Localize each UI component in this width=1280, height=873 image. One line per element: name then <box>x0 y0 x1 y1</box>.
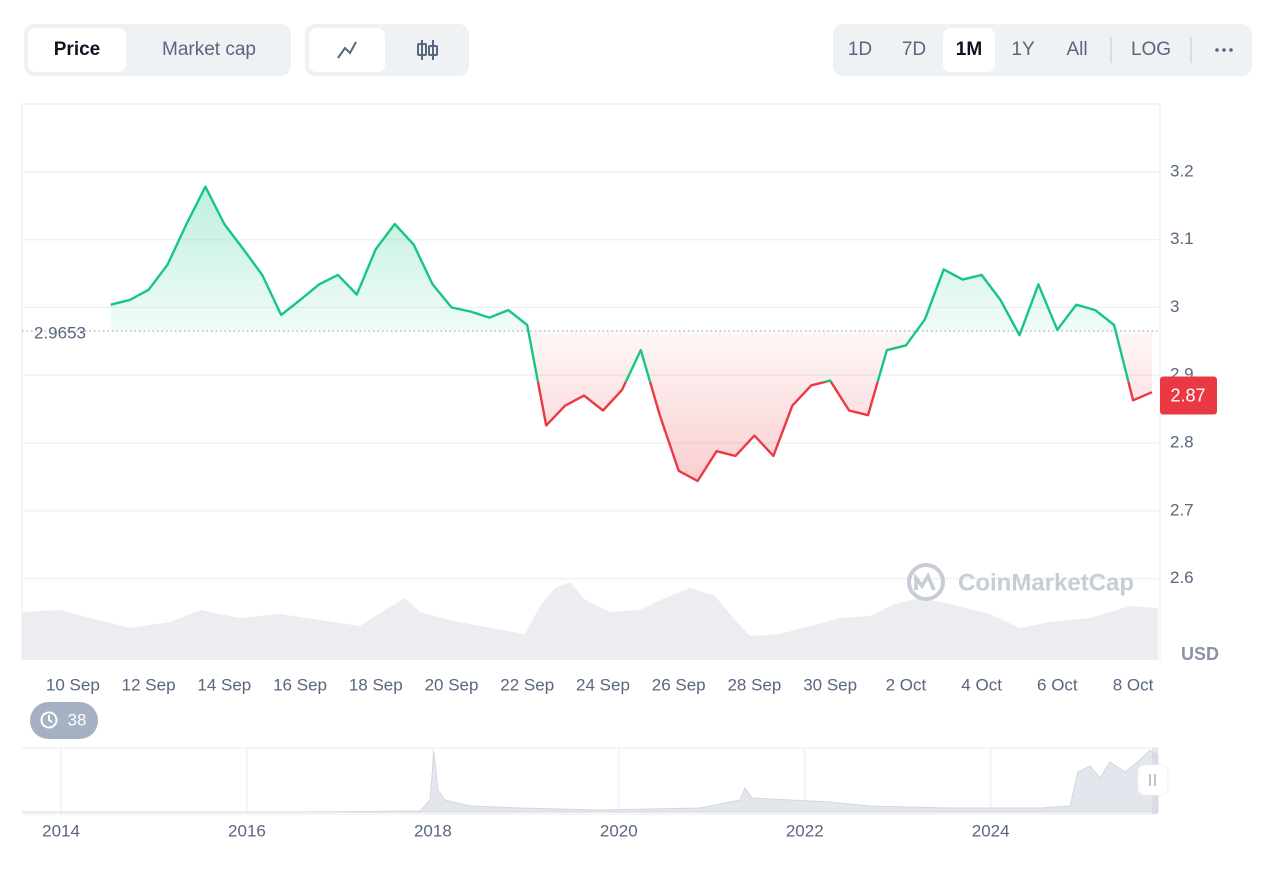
x-tick-label: 8 Oct <box>1113 675 1154 694</box>
more-button[interactable] <box>1215 48 1233 52</box>
range-button[interactable]: 1M <box>956 39 982 60</box>
y-tick-label: 2.6 <box>1170 568 1194 587</box>
navigator-tick-label: 2022 <box>786 821 824 840</box>
navigator-tick-label: 2018 <box>414 821 452 840</box>
candle-icon[interactable] <box>417 40 438 60</box>
y-tick-label: 2.7 <box>1170 500 1194 519</box>
x-tick-label: 4 Oct <box>961 675 1002 694</box>
price-tag-label: 2.87 <box>1170 385 1205 405</box>
range-button[interactable]: All <box>1066 39 1087 60</box>
history-badge[interactable]: 38 <box>30 702 98 739</box>
tab-market-cap[interactable]: Market cap <box>162 39 256 60</box>
navigator-area <box>22 749 1159 813</box>
range-button[interactable]: 7D <box>902 39 926 60</box>
tab-active-bg <box>28 28 126 72</box>
x-tick-label: 14 Sep <box>197 675 251 694</box>
price-tag <box>1160 376 1217 415</box>
watermark: CoinMarketCap <box>907 563 1134 601</box>
watermark-text: CoinMarketCap <box>958 569 1134 596</box>
x-tick-label: 24 Sep <box>576 675 630 694</box>
x-tick-label: 20 Sep <box>425 675 479 694</box>
badge-count: 38 <box>68 710 87 729</box>
line-icon <box>337 41 357 59</box>
handle-grip <box>1149 774 1156 786</box>
navigator-tick-label: 2020 <box>600 821 638 840</box>
x-tick-label: 22 Sep <box>500 675 554 694</box>
x-tick-label: 2 Oct <box>886 675 927 694</box>
price-line <box>110 185 1153 483</box>
tab-price[interactable]: Price <box>54 39 100 60</box>
x-tick-label: 26 Sep <box>652 675 706 694</box>
clock-hand <box>48 715 53 723</box>
plot-layer: 2.62.72.82.933.13.210 Sep 12 Sep 14 Sep 16 … <box>22 161 1217 694</box>
y-unit: USD <box>1181 644 1219 664</box>
volume-area <box>22 582 1158 660</box>
price-area <box>53 186 1152 481</box>
y-tick-label: 3.1 <box>1170 229 1194 248</box>
navigator-tick-label: 2014 <box>42 821 80 840</box>
x-tick-label: 12 Sep <box>122 675 176 694</box>
x-tick-label: 6 Oct <box>1037 675 1078 694</box>
baseline-label: 2.9653 <box>34 323 86 342</box>
x-tick-label: 30 Sep <box>803 675 857 694</box>
x-tick-label: 16 Sep <box>273 675 327 694</box>
navigator: 2014 2016 2018 2020 2022 2024 <box>42 748 1010 840</box>
x-tick-label: 28 Sep <box>727 675 781 694</box>
navigator-tick-label: 2024 <box>972 821 1010 840</box>
x-tick-label: 18 Sep <box>349 675 403 694</box>
y-tick-label: 2.8 <box>1170 433 1194 452</box>
toolbar: Price Market cap 1D 7D 1M 1Y All LOG <box>24 24 1252 76</box>
range-button[interactable]: 1D <box>848 39 872 60</box>
navigator-tick-label: 2016 <box>228 821 266 840</box>
range-active-bg <box>943 28 995 72</box>
range-button[interactable]: 1Y <box>1011 39 1035 60</box>
log-button[interactable]: LOG <box>1131 39 1171 60</box>
clock-icon <box>40 711 58 729</box>
x-tick-label: 10 Sep <box>46 675 100 694</box>
badge-bg <box>30 702 98 739</box>
y-tick-label: 3 <box>1170 297 1179 316</box>
y-tick-label: 3.2 <box>1170 161 1194 180</box>
range-group <box>833 24 1252 76</box>
navigator-handle[interactable] <box>1137 764 1169 796</box>
